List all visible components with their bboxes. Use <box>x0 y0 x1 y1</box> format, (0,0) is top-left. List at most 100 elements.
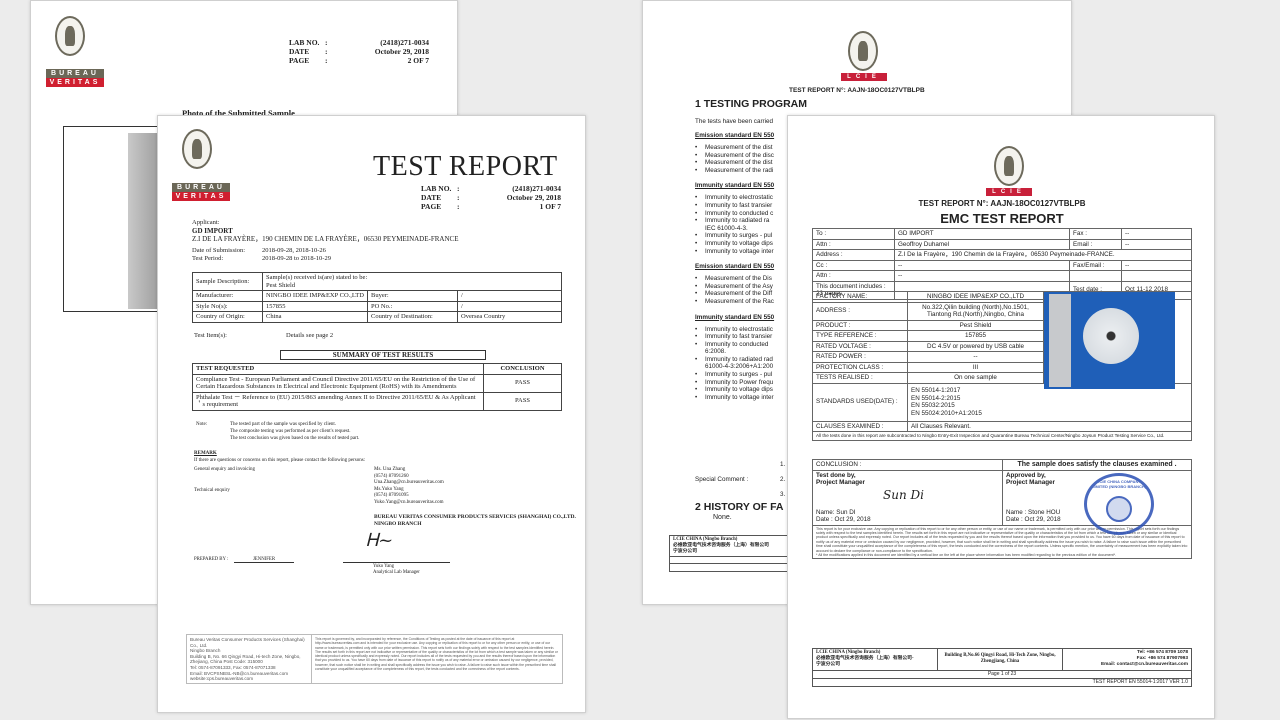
buyer-label: Buyer: <box>367 290 458 302</box>
table-row: Address : Z.I De la Frayère，190 Chemin de… <box>812 249 1192 261</box>
notes: Note: The tested part of the sample was … <box>196 421 359 442</box>
destination-label: Country of Destination: <box>367 311 458 323</box>
report-number: TEST REPORT N°: AAJN-18OC0127VTBLPB <box>918 199 1086 208</box>
footer-company-cn: 必维欧亚电气技术咨询服务（上海）有限公司- <box>816 656 914 661</box>
list-item: Immunity to conducted <box>695 341 835 349</box>
factory-rows: No.322,Qilin building (North),No.1501, T… <box>907 301 1044 321</box>
footer-address: Building B, No. 66 Qingyi Road, Hi-tech … <box>190 653 301 659</box>
list-item: Immunity to surges - pul <box>695 371 835 379</box>
footer-tel: Tel: +86 574 8709 1078 <box>1137 650 1188 655</box>
test-date: Date : Oct 29, 2018 <box>816 516 871 523</box>
colon: : <box>457 193 460 202</box>
list-item: Measurement of the Diff <box>695 290 835 298</box>
special-nums: 1. <box>780 461 786 468</box>
bureau-veritas-seal-icon <box>55 16 85 56</box>
product-table: FACTORY NAME: NINGBO IDEE IMP&EXP CO.,LTD… <box>812 291 1192 441</box>
page: 2 OF 7 <box>407 56 429 65</box>
test-list: Measurement of the distMeasurement of th… <box>695 144 835 174</box>
list-item: IEC 61000-4-3. <box>705 224 748 232</box>
standards: EN 55014-1:2017 <box>911 387 961 394</box>
history-text: None. <box>713 514 732 521</box>
bureau-veritas-logo-red: VERITAS <box>172 192 230 201</box>
test-list: Measurement of the DisMeasurement of the… <box>695 275 835 305</box>
tester-signature: Sun Di <box>883 487 924 502</box>
recipient-table: To : GD IMPORT Fax : -- Attn : Geoffroy Duham… <box>812 228 1192 300</box>
list-item: Immunity to voltage inter <box>695 248 835 256</box>
page-title: TEST REPORT <box>373 151 558 182</box>
page-label: PAGE <box>421 202 442 211</box>
list-item: Measurement of the Rac <box>695 298 835 306</box>
signer-title: Analytical Lab Manager <box>373 570 420 575</box>
manager-signature: Ꮋ~ <box>366 530 394 551</box>
factory-rows: RATED POWER : <box>812 351 908 363</box>
prepared-label: PREPARED BY : <box>194 557 229 562</box>
footer-address: Bureau Veritas Consumer Products Service… <box>190 637 305 648</box>
technical-enquiry: Technical enquiry <box>194 488 230 493</box>
destination: Oversea Country <box>457 311 562 323</box>
technical-contact: (0574) 87091095 <box>374 493 409 498</box>
date-label: DATE <box>421 193 442 202</box>
list-item: Measurement of the dist <box>695 159 835 167</box>
disclaimer: This report is for your exclusive use. A… <box>816 526 1188 553</box>
general-contact: Ms. Una Zhang <box>374 467 406 472</box>
lcie-seal-icon <box>994 146 1024 186</box>
page-title: EMC TEST REPORT <box>940 211 1064 226</box>
testing-groups: Emission standard EN 550 Measurement of t… <box>695 132 835 409</box>
conclusion: PASS <box>483 391 562 411</box>
submission: 2018-09-28, 2018-10-26 <box>262 247 326 254</box>
signer: Yuko Yang Analytical Lab Manager <box>343 562 450 576</box>
test-done: Test done by, <box>816 471 856 479</box>
notes: The test conclusion was given based on t… <box>230 436 360 441</box>
list-item: Immunity to voltage dips <box>695 386 835 394</box>
approved-role: Project Manager <box>1006 479 1055 486</box>
po: / <box>457 300 562 312</box>
list-item: Measurement of the Dis <box>695 275 835 283</box>
list-item: Immunity to voltage inter <box>695 394 835 402</box>
list-item: Immunity to surges - pul <box>695 232 835 240</box>
list-item: Measurement of the Asy <box>695 283 835 291</box>
colon: : <box>325 38 328 47</box>
signer-name: Yuko Yang <box>373 564 395 569</box>
header-rows: -- <box>894 259 1070 271</box>
special-label: Special Comment : <box>695 476 749 483</box>
bureau-veritas-logo-red: VERITAS <box>46 78 104 87</box>
product-photo <box>1044 292 1175 389</box>
test-done-role: Project Manager <box>816 479 865 486</box>
clauses-label: CLAUSES EXAMINED : <box>812 420 908 432</box>
bv-report-page-1: BUREAU VERITAS TEST REPORT LAB NO.: (2418… <box>157 115 586 713</box>
sample-desc-2: Pest Shield <box>266 281 296 289</box>
standards: EN 55024:2010+A1:2015 <box>911 409 982 417</box>
approved-name: Name : Stone HOU <box>1006 508 1061 516</box>
remark-text: If there are questions or concerns on th… <box>194 457 366 463</box>
test-list: Immunity to electrostaticImmunity to fas… <box>695 326 835 402</box>
list-item: Immunity to Power frequ <box>695 379 835 387</box>
standard-heading: Immunity standard EN 550 <box>695 182 775 190</box>
footer-disclaimer: This report is governed by, and incorpor… <box>315 637 558 672</box>
header-rows <box>1069 270 1122 282</box>
factory-rows: FACTORY NAME: <box>812 291 908 303</box>
special-nums: 2. <box>780 476 786 483</box>
footer-email: Email: contact@cn.bureauveritas.com <box>1100 662 1188 667</box>
standard-heading: Emission standard EN 550 <box>695 263 775 271</box>
po-label: PO No.: <box>367 300 458 312</box>
lab-no: (2418)271-0034 <box>512 184 561 193</box>
results-table: TEST REQUESTED CONCLUSION Compliance Test… <box>192 363 562 411</box>
list-item: Immunity to voltage dips <box>695 240 835 248</box>
submission-label: Date of Submission: <box>192 247 246 254</box>
date: October 29, 2018 <box>374 47 429 56</box>
test: Compliance Test - European Parliament an… <box>192 373 484 393</box>
list-item: Immunity to conducted c <box>695 210 835 218</box>
footer-address: Zhejiang, China Post Code: 315000 <box>190 659 263 665</box>
test-items: Details see page 2 <box>286 332 334 339</box>
sample-desc-label: Sample Description: <box>192 272 263 291</box>
company-stamp: LCIE CHINA COMPANY LIMITED (NINGBO BRANC… <box>1084 473 1154 535</box>
factory-rows: PRODUCT : <box>812 319 908 331</box>
header-rows: GD IMPORT <box>894 228 1070 240</box>
section-testing-program: 1 TESTING PROGRAM <box>695 98 808 110</box>
page-footer: LCIE CHINA (Ningbo Branch) 必维欧亚电气技术咨询服务（上… <box>669 535 799 572</box>
footer-company: LCIE CHINA (Ningbo Branch) <box>816 650 881 655</box>
summary-title: SUMMARY OF TEST RESULTS <box>280 350 486 360</box>
report-header-meta: LAB NO.: (2418)271-0034 DATE: October 29, … <box>421 184 561 211</box>
factory-rows: TESTS REALISED : <box>812 372 908 384</box>
test-name: Name: Sun DI <box>816 508 856 516</box>
